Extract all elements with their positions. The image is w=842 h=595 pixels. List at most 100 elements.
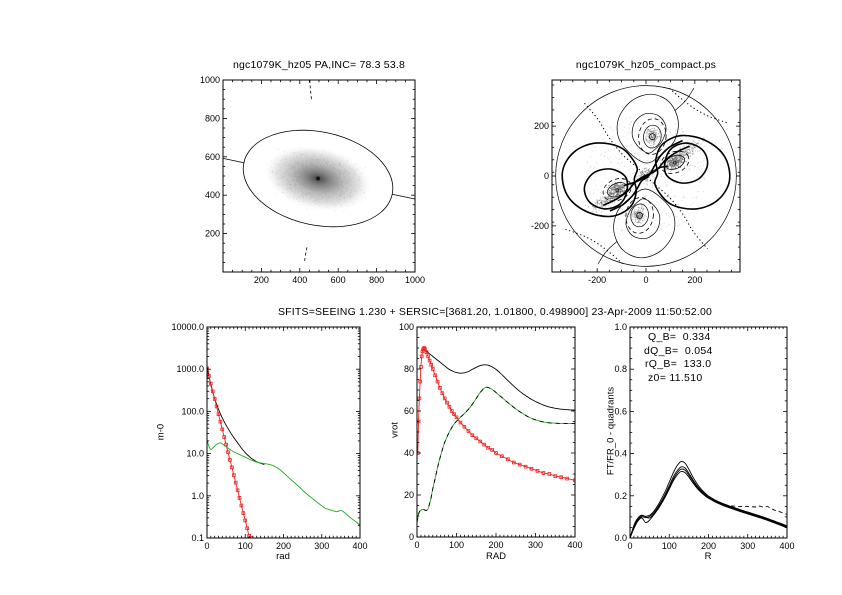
xlabel-rad: rad: [276, 551, 290, 562]
panel-galaxy-image: 200 400 600 800 1000 200 400 600 800 1000: [200, 75, 425, 285]
y-tick-label: 600: [205, 152, 220, 162]
y-tick-label: 10000.0: [171, 322, 204, 332]
x-tick-label: 400: [292, 275, 307, 285]
series-quadrant-3: [630, 470, 787, 538]
x-tick-label: 800: [369, 275, 384, 285]
series-bulge-velocity-markers: [417, 346, 575, 483]
x-tick-label: 100: [238, 541, 253, 551]
series-quadrant-4: [630, 468, 787, 538]
x-tick-label: 400: [779, 541, 794, 551]
isovelocity-contour-thin: [649, 133, 656, 140]
y-tick-label: 200: [205, 229, 220, 239]
radial-profile-content: [207, 365, 360, 538]
extremum-marker: o: [673, 159, 677, 166]
isovelocity-contour-thin: [631, 112, 667, 154]
y-tick-label: 0.6: [614, 406, 627, 416]
y-tick-label: 60: [404, 406, 414, 416]
series-bulge-velocity: [417, 347, 575, 481]
x-tick-label: 200: [276, 541, 291, 551]
series-observed-profile: [207, 439, 360, 526]
series-seeing-psf: [207, 368, 252, 538]
y-tick-label: -200: [531, 221, 549, 231]
y-tick-label: 1.0: [614, 322, 627, 332]
isovelocity-contour-dashed: [660, 150, 690, 174]
isovelocity-contour-thin: [643, 124, 662, 149]
axes-frame: [416, 326, 576, 538]
isovelocity-contour-thick: [623, 165, 669, 187]
x-tick-label: 0: [627, 541, 632, 551]
major-axis-line: [223, 157, 245, 164]
y-tick-label: 0.8: [614, 364, 627, 374]
rotation-curve-content: [417, 346, 575, 523]
y-tick-label: 40: [404, 448, 414, 458]
y-tick-label: 10.0: [186, 449, 204, 459]
isovelocity-contour-thin: [630, 203, 649, 228]
series-quadrant-1: [630, 466, 787, 538]
isovelocity-contour-thin: [664, 154, 685, 170]
isovelocity-contour-thin: [674, 88, 695, 111]
minor-axis-dashed-arc: [309, 80, 313, 102]
series-seeing-psf-markers: [207, 366, 254, 538]
x-tick-label: -200: [588, 275, 606, 285]
series-disk-velocity-dash-overlay: [417, 386, 575, 523]
isovelocity-contour-thin: [613, 188, 676, 259]
isovelocity-contour-thin: [607, 182, 628, 198]
isovelocity-contour-thin: [625, 198, 661, 240]
x-tick-label: 0: [204, 541, 209, 551]
y-tick-label: 1000.0: [176, 364, 204, 374]
y-tick-label: 400: [205, 190, 220, 200]
isovelocity-contour-thick: [653, 134, 731, 210]
y-tick-label: 1.0: [191, 491, 204, 501]
panel-fourier-quadrants: 0 100 200 300 400 0.0 0.2 0.4 0.6 0.8 1.0: [614, 322, 794, 551]
y-tick-label: 0: [544, 171, 549, 181]
series-quadrant-dashed-branch: [724, 504, 787, 515]
annotation-z0: z0= 11.510: [648, 371, 703, 384]
isovelocity-contour-dotted: [565, 228, 623, 265]
isovelocity-contour-thick: [663, 142, 709, 184]
y-tick-label: 0: [409, 532, 414, 542]
panel-radial-profile: 0 100 200 300 400 0.1 1.0 10.0 100.0 1000.0 10000.…: [171, 322, 367, 551]
x-tick-label: 1000: [405, 275, 425, 285]
series-total-velocity: [422, 349, 575, 411]
panel2-title: ngc1079K_hz05_compact.ps: [575, 59, 717, 71]
isovelocity-contour-dashed: [602, 178, 632, 202]
x-tick-label: 0: [643, 275, 648, 285]
y-tick-label: 0.1: [191, 533, 204, 543]
x-tick-label: 300: [314, 541, 329, 551]
galaxy-core: [316, 176, 321, 181]
isovelocity-contour-dashed: [625, 197, 654, 234]
annotation-rQB: rQ_B= 133.0: [645, 358, 712, 370]
x-tick-label: 300: [740, 541, 755, 551]
minor-axis-dashed-arc: [304, 246, 308, 261]
ylabel-m0: m-0: [155, 423, 167, 441]
x-tick-label: 0: [414, 540, 419, 550]
fit-summary-title: SFITS=SEEING 1.230 + SERSIC=[3681.20, 1.…: [277, 306, 713, 318]
y-tick-label: 0.4: [614, 449, 627, 459]
x-tick-label: 400: [567, 540, 582, 550]
panel1-title: ngc1079K_hz05 PA,INC= 78.3 53.8: [232, 59, 406, 71]
ylabel-vrot: vrot: [389, 422, 401, 438]
y-tick-label: 1000: [200, 75, 220, 85]
y-tick-label: 100.0: [181, 406, 204, 416]
fourier-quadrants-content: [630, 461, 787, 538]
y-tick-label: 80: [404, 364, 414, 374]
x-tick-label: 200: [701, 541, 716, 551]
x-tick-label: 200: [254, 275, 269, 285]
xlabel-R: R: [704, 551, 712, 562]
isovelocity-contour-thin: [616, 93, 679, 164]
xlabel-RAD: RAD: [485, 551, 507, 562]
y-tick-label: 800: [205, 113, 220, 123]
galaxy-image-content: [223, 80, 415, 261]
x-tick-label: 100: [662, 541, 677, 551]
x-tick-label: 100: [449, 540, 464, 550]
y-tick-label: 200: [534, 121, 549, 131]
isovelocity-contour-thin: [636, 212, 643, 219]
x-tick-label: 300: [528, 540, 543, 550]
extremum-marker: o: [615, 187, 619, 194]
panel-rotation-curve: 0 100 200 300 400 0 20 40 60 80 100: [399, 322, 583, 550]
y-tick-label: 0.2: [614, 491, 627, 501]
major-axis-line: [392, 193, 415, 200]
x-tick-label: 200: [687, 275, 702, 285]
panel-velocity-field-contours: o o -200 0 200 -200 0 200: [531, 79, 741, 285]
